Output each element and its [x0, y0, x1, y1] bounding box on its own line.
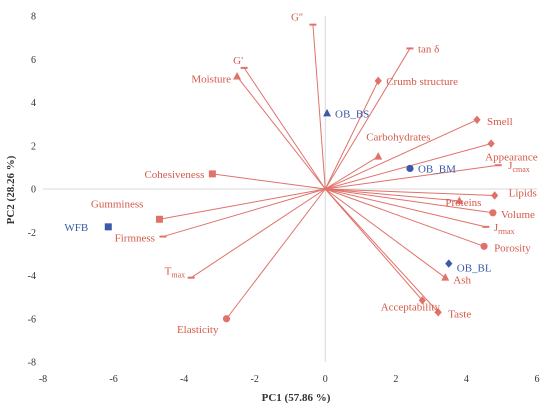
sample-label-ob-bl: OB_BL — [457, 263, 492, 275]
x-tick-label: 6 — [535, 374, 540, 385]
loading-marker-proteins — [455, 196, 464, 204]
loading-label-porosity: Porosity — [494, 242, 531, 254]
loading-marker-volume — [489, 209, 497, 217]
loading-vector-g — [243, 67, 326, 190]
loading-label-g: G' — [233, 55, 243, 67]
loading-marker-gumminess — [155, 215, 163, 223]
loading-label-gumminess: Gumminess — [91, 198, 144, 210]
loading-vector-smell — [325, 119, 478, 190]
loading-marker-crumb-structure — [374, 76, 382, 86]
loading-vector-crumb-structure — [324, 80, 379, 190]
loading-label-lipids: Lipids — [509, 187, 537, 199]
x-tick-label: -6 — [109, 374, 117, 385]
y-tick-label: 6 — [31, 55, 36, 66]
loading-vector-ash — [324, 188, 446, 279]
loading-label-volume: Volume — [501, 209, 535, 221]
sample-label-ob-bs: OB_BS — [335, 108, 369, 120]
loading-label-taste: Taste — [448, 308, 471, 320]
loading-vector-acceptability — [324, 188, 423, 301]
x-tick-label: 2 — [393, 374, 398, 385]
x-tick-label: -8 — [39, 374, 47, 385]
loading-vector-jrmax — [325, 188, 486, 228]
loading-marker-moisture — [233, 72, 242, 80]
loading-label-carbohydrates: Carbohydrates — [366, 132, 430, 144]
loading-label-tmax: Tmax — [165, 266, 186, 280]
loading-vector-porosity — [325, 188, 485, 247]
loading-vector-lipids — [325, 188, 495, 196]
sample-marker-ob-bl — [445, 259, 453, 268]
loading-label-moisture: Moisture — [191, 74, 231, 86]
loading-label-cohesiveness: Cohesiveness — [144, 169, 204, 181]
loading-vector-volume — [325, 188, 493, 214]
loading-marker-cohesiveness — [208, 170, 216, 178]
loading-vector-jcmax — [325, 164, 499, 190]
x-tick-label: 4 — [464, 374, 469, 385]
x-tick-label: 0 — [323, 374, 328, 385]
loading-marker-smell — [473, 115, 481, 124]
y-tick-label: -2 — [28, 228, 36, 239]
loading-marker-carbohydrates — [374, 152, 383, 160]
sample-marker-wfb — [104, 223, 112, 231]
loading-label-g: G'' — [291, 12, 303, 24]
y-tick-label: 8 — [31, 12, 36, 23]
sample-label-wfb: WFB — [64, 222, 88, 234]
y-tick-label: -8 — [28, 358, 36, 369]
loading-label-proteins: Proteins — [445, 197, 481, 209]
loading-marker-elasticity — [222, 315, 231, 323]
loading-label-elasticity: Elasticity — [177, 324, 219, 336]
loading-vector-cohesiveness — [212, 173, 326, 190]
sample-label-ob-bm: OB_BM — [418, 163, 456, 175]
y-tick-label: 4 — [31, 98, 36, 109]
loading-label-firmness: Firmness — [115, 233, 155, 245]
point-labels: G' G'' Moisture tan δ Crumb structure Smell Ap… — [64, 12, 537, 336]
axes: -8 -6 -4 -2 0 2 4 6 -8 -6 -4 -2 0 2 4 6 8 — [28, 12, 540, 386]
loading-label-appearance: Appearance — [485, 152, 538, 164]
sample-marker-ob-bs — [323, 108, 332, 117]
loading-marker-ash — [441, 273, 450, 281]
markers — [104, 23, 502, 323]
loading-vector-moisture — [236, 76, 326, 190]
loading-vector-taste — [324, 188, 439, 313]
loading-vector-firmness — [162, 188, 326, 238]
loading-label-tan: tan δ — [418, 43, 439, 55]
sample-marker-ob-bm — [406, 164, 414, 173]
loading-marker-porosity — [480, 242, 488, 250]
loading-label-acceptability: Acceptability — [381, 301, 441, 313]
loading-label-ash: Ash — [453, 275, 471, 287]
x-axis-label: PC1 (57.86 %) — [262, 392, 331, 404]
y-axis-label: PC2 (28.26 %) — [5, 155, 17, 224]
y-tick-label: -6 — [28, 314, 36, 325]
loading-vectors — [159, 24, 499, 320]
loading-marker-taste — [434, 308, 442, 317]
y-tick-label: 2 — [31, 141, 36, 152]
loading-vector-tmax — [190, 188, 326, 279]
loading-label-jrmax: Jrmax — [494, 222, 515, 236]
y-tick-label: 0 — [31, 185, 36, 196]
loading-vector-gumminess — [159, 188, 326, 220]
y-tick-label: -4 — [28, 271, 36, 282]
loading-marker-acceptability — [418, 296, 426, 305]
loading-vector-tan — [324, 48, 411, 190]
loading-label-smell: Smell — [487, 116, 513, 128]
loading-vector-elasticity — [226, 188, 326, 320]
loading-label-jcmax: Jcmax — [508, 160, 530, 174]
x-tick-label: -4 — [180, 374, 188, 385]
loading-vector-proteins — [325, 188, 460, 202]
loading-label-crumb-structure: Crumb structure — [386, 76, 458, 88]
loading-marker-lipids — [491, 191, 499, 200]
loading-marker-appearance — [487, 139, 495, 148]
x-tick-label: -2 — [251, 374, 259, 385]
loading-vector-g — [312, 24, 326, 190]
loading-vector-carbohydrates — [325, 156, 379, 190]
